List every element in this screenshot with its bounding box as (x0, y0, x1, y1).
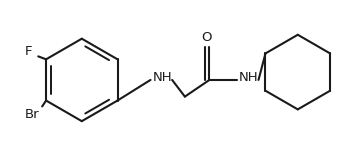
Text: Br: Br (25, 108, 40, 121)
Text: F: F (25, 45, 32, 58)
Text: NH: NH (152, 71, 172, 85)
Text: O: O (201, 31, 212, 44)
Text: NH: NH (239, 71, 258, 85)
